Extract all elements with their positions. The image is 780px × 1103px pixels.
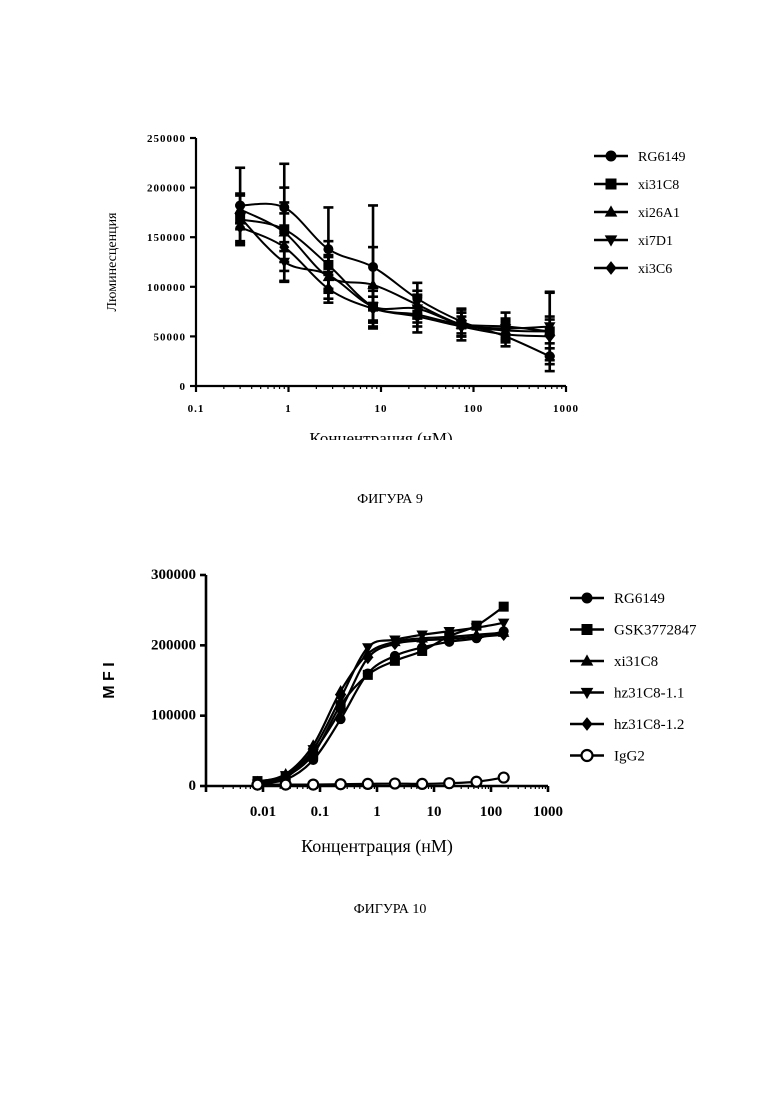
- data-point: [417, 779, 427, 789]
- series-hz31C8-1.1: [252, 619, 510, 790]
- legend-item: RG6149: [570, 591, 665, 607]
- legend-item: hz31C8-1.1: [570, 686, 684, 702]
- legend-item: hz31C8-1.2: [570, 717, 684, 733]
- data-point: [417, 646, 427, 656]
- y-tick-label: 0: [189, 778, 197, 794]
- legend-marker: [582, 624, 593, 635]
- legend-label: RG6149: [614, 591, 665, 607]
- legend-item: xi3C6: [594, 261, 672, 277]
- data-point: [499, 602, 509, 612]
- legend-label: xi26A1: [638, 206, 680, 221]
- figure-10-chart: 0 100000 200000 300000 0.01 0.1 1 10 100 1000 Конц…: [0, 555, 780, 865]
- y-tick-label: 100000: [147, 282, 186, 294]
- fit-curve: [257, 631, 503, 783]
- legend-item: xi31C8: [594, 178, 679, 193]
- legend-label: xi31C8: [638, 178, 679, 193]
- legend-item: xi26A1: [594, 205, 680, 221]
- legend-item: IgG2: [570, 749, 645, 765]
- x-tick-label: 10: [375, 403, 388, 415]
- legend-marker: [582, 717, 593, 731]
- legend-item: xi31C8: [570, 654, 658, 670]
- series-xi31C8: [252, 627, 510, 786]
- data-point: [281, 780, 291, 790]
- data-point: [390, 656, 400, 666]
- data-point: [336, 779, 346, 789]
- figure-10-caption: ФИГУРА 10: [0, 902, 780, 918]
- x-tick-label: 1: [373, 804, 381, 820]
- legend-marker: [606, 151, 617, 162]
- fit-curve: [257, 635, 503, 785]
- series-hz31C8-1.2: [252, 629, 508, 791]
- y-tick-label: 250000: [147, 133, 186, 145]
- series-xi3C6: [235, 213, 555, 356]
- legend-item: RG6149: [594, 150, 685, 165]
- legend-marker: [582, 750, 593, 761]
- data-point: [363, 670, 373, 680]
- legend-label: hz31C8-1.1: [614, 686, 684, 702]
- x-tick-label: 100: [480, 804, 503, 820]
- legend-item: xi7D1: [594, 234, 673, 249]
- fit-curve: [257, 633, 503, 782]
- y-tick-label: 200000: [151, 637, 196, 653]
- x-tick-label: 0.1: [188, 403, 205, 415]
- figure-9-chart: 0 50000 100000 150000 200000 250000 0.1 1 10 100 1…: [0, 120, 780, 440]
- x-tick-label: 1000: [553, 403, 579, 415]
- data-point: [363, 779, 373, 789]
- x-tick-label: 1000: [533, 804, 563, 820]
- legend-marker: [606, 179, 617, 190]
- y-tick-label: 150000: [147, 232, 186, 244]
- legend-label: GSK3772847: [614, 623, 697, 639]
- figure-9-svg: 0 50000 100000 150000 200000 250000 0.1 1 10 100 1…: [0, 120, 780, 440]
- legend-label: xi7D1: [638, 234, 673, 249]
- series-RG6149: [252, 626, 508, 788]
- legend-label: xi3C6: [638, 262, 672, 277]
- data-point: [252, 780, 262, 790]
- y-tick-label: 0: [180, 381, 187, 393]
- x-axis-label: Концентрация (нМ): [309, 429, 452, 440]
- x-tick-label: 1: [285, 403, 292, 415]
- y-tick-label: 200000: [147, 183, 186, 195]
- y-tick-label: 50000: [154, 331, 187, 343]
- legend-label: xi31C8: [614, 654, 658, 670]
- x-tick-label: 100: [464, 403, 484, 415]
- fit-curve: [257, 607, 503, 781]
- data-point: [471, 777, 481, 787]
- y-tick-label: 100000: [151, 708, 196, 724]
- y-tick-label: 300000: [151, 567, 196, 583]
- x-tick-label: 10: [427, 804, 442, 820]
- x-tick-label: 0.01: [250, 804, 276, 820]
- x-axis-label: Концентрация (нМ): [301, 836, 453, 857]
- legend-label: RG6149: [638, 150, 685, 165]
- data-point: [308, 780, 318, 790]
- figure-9-caption: ФИГУРА 9: [0, 492, 780, 508]
- data-point: [390, 779, 400, 789]
- x-tick-label: 0.1: [311, 804, 330, 820]
- y-axis-label: M F I: [101, 662, 118, 698]
- legend-item: GSK3772847: [570, 623, 697, 639]
- y-axis-label: Люминесценция: [105, 212, 120, 312]
- data-point: [444, 778, 454, 788]
- legend-label: hz31C8-1.2: [614, 717, 684, 733]
- legend-marker: [606, 261, 617, 275]
- legend-label: IgG2: [614, 749, 645, 765]
- fit-curve: [257, 778, 503, 785]
- legend-marker: [582, 593, 593, 604]
- figure-10-svg: 0 100000 200000 300000 0.01 0.1 1 10 100 1000 Конц…: [0, 555, 780, 865]
- data-point: [499, 773, 509, 783]
